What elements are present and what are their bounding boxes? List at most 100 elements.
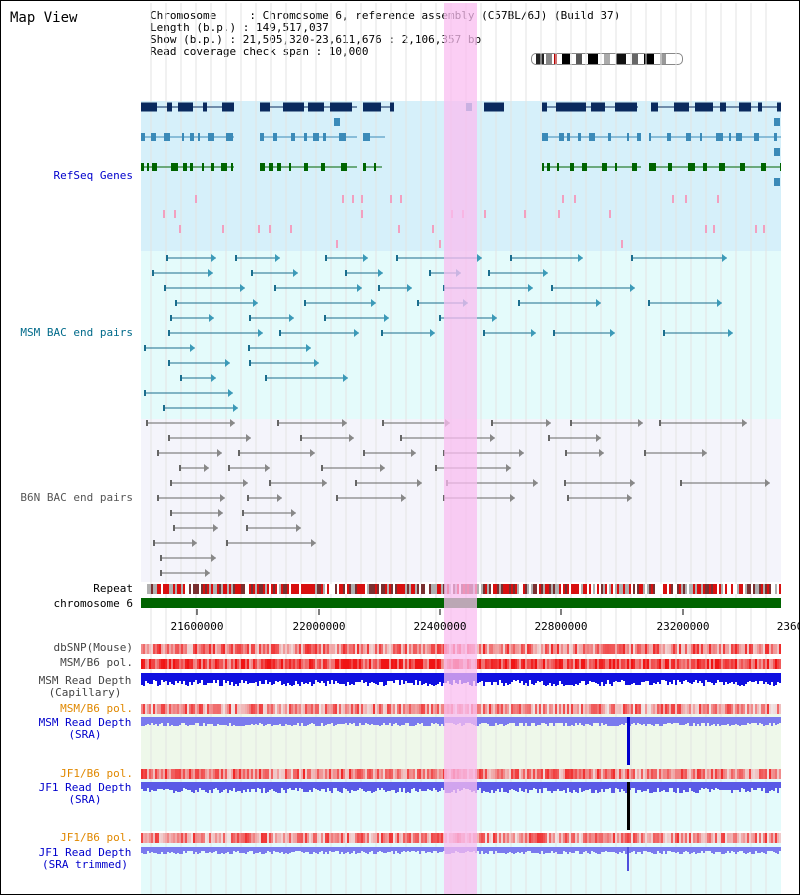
read-depth-bar [773, 847, 775, 852]
read-depth-bar [773, 717, 775, 723]
pol-heat-cell [657, 644, 659, 654]
pol-heat-cell [573, 704, 575, 714]
pol-heat-cell [383, 769, 385, 779]
repeat-mark [585, 584, 587, 594]
pol-heat-cell [649, 659, 651, 669]
repeat-mark [351, 584, 353, 594]
msm-b6-pol-sra-label[interactable]: MSM/B6 pol. [60, 702, 133, 715]
pol-heat-cell [547, 644, 549, 654]
msm-read-depth-capillary-label[interactable]: MSM Read Depth (Capillary) [35, 675, 135, 699]
pol-heat-cell [649, 704, 651, 714]
pol-heat-cell [421, 704, 423, 714]
jf1-read-depth-sra-label[interactable]: JF1 Read Depth (SRA) [35, 782, 135, 806]
jf1-read-depth-trimmed-label[interactable]: JF1 Read Depth (SRA trimmed) [35, 847, 135, 871]
refseq-marker [755, 225, 757, 233]
read-depth-bar [303, 673, 305, 684]
read-depth-bar [145, 717, 147, 725]
read-depth-bar [363, 847, 365, 852]
gene-exon [147, 163, 149, 171]
msm-read-depth-sra-label[interactable]: MSM Read Depth (SRA) [35, 717, 135, 741]
msm-bac-label[interactable]: MSM BAC end pairs [20, 326, 133, 339]
pol-heat-cell [629, 644, 631, 654]
gene-exon [390, 102, 394, 112]
pol-heat-cell [413, 644, 415, 654]
read-depth-bar [243, 673, 245, 683]
pol-heat-cell [333, 769, 335, 779]
pol-heat-cell [691, 704, 693, 714]
read-depth-bar [381, 673, 383, 682]
pol-heat-cell [669, 833, 671, 843]
read-depth-bar [719, 673, 721, 682]
repeat-mark [561, 584, 563, 594]
read-depth-bar [597, 717, 599, 723]
repeat-mark [393, 584, 395, 594]
pol-heat-cell [629, 659, 631, 669]
pol-heat-cell [403, 833, 405, 843]
bac-end-left [179, 465, 181, 471]
pol-heat-cell [767, 704, 769, 714]
bac-end-arrow [209, 314, 214, 322]
pol-heat-cell [573, 769, 575, 779]
pol-heat-cell [635, 704, 637, 714]
pol-heat-cell [151, 644, 153, 654]
bac-end-arrow [296, 524, 301, 532]
read-depth-bar [751, 673, 753, 682]
bac-end-arrow [253, 299, 258, 307]
repeat-mark [653, 584, 655, 594]
read-depth-bar [307, 782, 309, 792]
read-depth-bar [711, 673, 713, 683]
bac-end-left [146, 420, 148, 426]
read-depth-bar [769, 673, 771, 685]
read-depth-bar [215, 673, 217, 683]
axis-tick-label: 23200000 [656, 620, 710, 633]
read-depth-bar [407, 717, 409, 723]
repeat-mark [741, 584, 743, 594]
b6n-bac-label[interactable]: B6N BAC end pairs [20, 491, 133, 504]
repeat-mark [355, 584, 357, 594]
repeat-mark [727, 584, 729, 594]
pol-heat-cell [437, 644, 439, 654]
pol-heat-cell [643, 704, 645, 714]
ideogram-band [616, 54, 626, 64]
read-depth-bar [669, 782, 671, 788]
read-depth-bar [765, 782, 767, 793]
pol-heat-cell [671, 769, 673, 779]
jf1-b6-pol-label[interactable]: JF1/B6 pol. [60, 767, 133, 780]
pol-heat-cell [561, 833, 563, 843]
pol-heat-cell [553, 833, 555, 843]
pol-heat-cell [167, 644, 169, 654]
jf1-b6-pol2-label[interactable]: JF1/B6 pol. [60, 831, 133, 844]
pol-heat-cell [205, 659, 207, 669]
dbsnp-label[interactable]: dbSNP(Mouse) [53, 641, 133, 654]
pol-heat-cell [551, 769, 553, 779]
pol-heat-cell [727, 644, 729, 654]
pol-heat-cell [363, 769, 365, 779]
msm-b6-pol-label[interactable]: MSM/B6 pol. [60, 656, 133, 669]
pol-heat-cell [271, 833, 273, 843]
pol-heat-cell [547, 704, 549, 714]
chromosome-ideogram[interactable] [531, 53, 683, 65]
read-depth-bar [175, 717, 177, 726]
read-depth-bar [579, 782, 581, 788]
pol-heat-cell [747, 704, 749, 714]
read-depth-bar [725, 782, 727, 790]
pol-heat-cell [275, 659, 277, 669]
bac-end-arrow [401, 494, 406, 502]
repeat-mark [613, 584, 615, 594]
repeat-mark [721, 584, 723, 594]
refseq-marker [574, 195, 576, 203]
pol-heat-cell [279, 833, 281, 843]
refseq-genes-label[interactable]: RefSeq Genes [53, 169, 133, 182]
pol-heat-cell [269, 769, 271, 779]
pol-heat-cell [667, 833, 669, 843]
read-depth-bar [669, 847, 671, 851]
pol-heat-cell [363, 704, 365, 714]
read-depth-bar [331, 673, 333, 680]
pol-heat-cell [275, 833, 277, 843]
pol-heat-cell [545, 644, 547, 654]
pol-heat-cell [263, 833, 265, 843]
selected-region-highlight[interactable] [444, 3, 477, 894]
read-depth-bar [433, 717, 435, 724]
pol-heat-cell [395, 659, 397, 669]
read-depth-bar [519, 717, 521, 723]
